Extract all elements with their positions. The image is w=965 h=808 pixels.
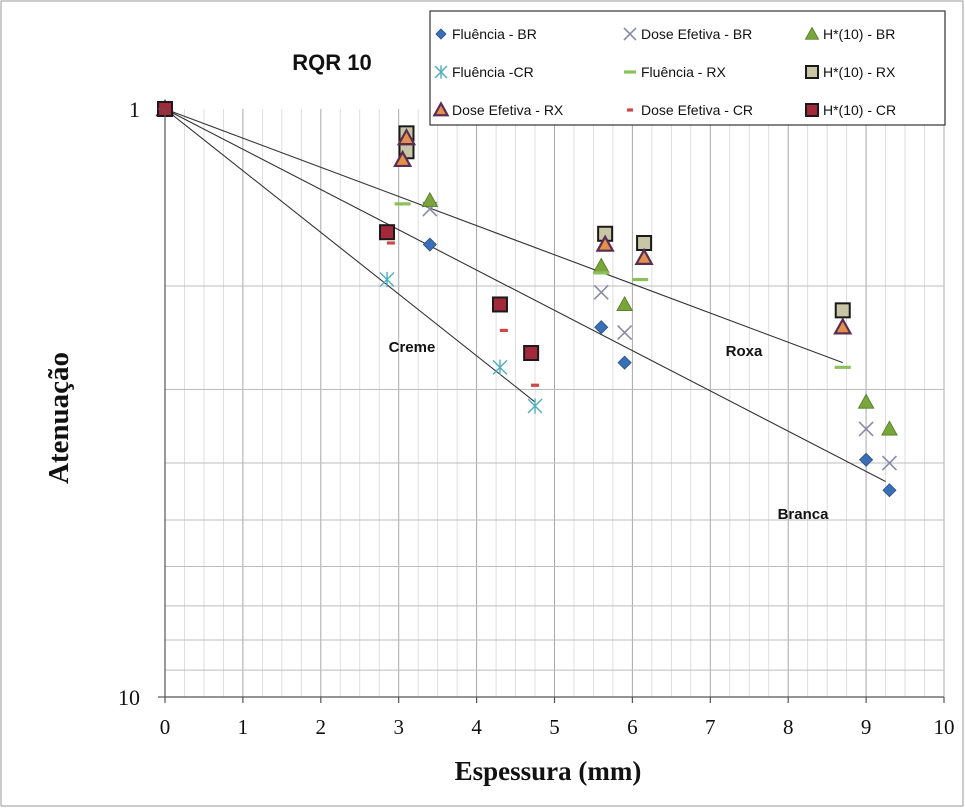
x-tick-label: 5 [549, 715, 560, 739]
x-tick-label: 10 [934, 715, 955, 739]
point-flu-ncia-cr [492, 359, 508, 376]
x-tick-label: 1 [238, 715, 249, 739]
trendline-label-creme: Creme [389, 339, 436, 356]
y-tick-label: 10 [118, 685, 140, 710]
point-dose-efetiva-cr [386, 241, 395, 245]
point-dose-efetiva-rx [396, 127, 417, 146]
trendline-creme [164, 108, 536, 403]
point-h-10-br [616, 295, 633, 312]
legend-label-h-10-br: H*(10) - BR [823, 26, 895, 42]
trendline-label-roxa: Roxa [726, 343, 763, 360]
point-flu-ncia-rx [834, 365, 851, 369]
point-h-10-br [421, 191, 439, 207]
legend-label-h-10-cr: H*(10) - CR [823, 102, 896, 118]
point-flu-ncia-br [617, 355, 632, 370]
point-h-10-cr [523, 345, 540, 362]
point-h-10-cr [379, 224, 396, 241]
legend-marker-flu-ncia-cr [434, 65, 448, 79]
point-flu-ncia-br [422, 237, 437, 252]
point-flu-ncia-br [882, 483, 897, 498]
x-tick-label: 8 [783, 715, 794, 739]
point-dose-efetiva-br [858, 421, 874, 437]
legend-label-dose-efetiva-cr: Dose Efetiva - CR [641, 102, 753, 118]
data-points [155, 99, 898, 498]
point-flu-ncia-rx [632, 277, 649, 282]
point-dose-efetiva-cr [531, 383, 540, 387]
legend-marker-flu-ncia-rx [624, 70, 636, 74]
legend-marker-h-10-cr [805, 103, 819, 117]
point-flu-ncia-br [594, 320, 609, 335]
point-dose-efetiva-br [617, 324, 633, 341]
legend-label-h-10-rx: H*(10) - RX [823, 64, 896, 80]
legend-label-flu-ncia-rx: Fluência - RX [641, 64, 726, 80]
point-flu-ncia-cr [527, 398, 543, 414]
legend-marker-h-10-rx [805, 65, 819, 79]
point-h-10-br [881, 420, 898, 436]
axes: 0 1 2 3 4 5 6 7 8 9 10 1 10 [118, 97, 955, 739]
point-dose-efetiva-br [881, 455, 898, 471]
point-flu-ncia-cr [379, 271, 395, 288]
trendlines [164, 108, 886, 482]
legend-label-flu-ncia-br: Fluência - BR [452, 26, 537, 42]
x-axis-title: Espessura (mm) [455, 756, 642, 786]
legend: Fluência - BR Dose Efetiva - BR H*(10) - B… [429, 10, 946, 126]
point-dose-efetiva-br [593, 284, 609, 300]
legend-label-flu-ncia-cr: Fluência -CR [452, 64, 534, 80]
trendline-branca [164, 108, 886, 482]
trendline-label-branca: Branca [778, 506, 830, 523]
x-tick-label: 9 [861, 715, 872, 739]
legend-label-dose-efetiva-rx: Dose Efetiva - RX [452, 102, 564, 118]
legend-marker-flu-ncia-br [435, 28, 447, 40]
x-tick-label: 6 [627, 715, 638, 739]
x-tick-label: 0 [160, 715, 171, 739]
point-dose-efetiva-rx [833, 317, 853, 335]
legend-box [429, 10, 946, 126]
y-tick-label: 1 [129, 97, 140, 122]
x-tick-label: 2 [316, 715, 327, 739]
legend-marker-dose-efetiva-rx [432, 101, 450, 117]
x-tick-label: 7 [705, 715, 716, 739]
trendline-roxa [164, 108, 843, 364]
point-h-10-rx [834, 302, 851, 319]
point-flu-ncia-rx [394, 202, 411, 206]
legend-marker-dose-efetiva-cr [627, 108, 633, 112]
point-flu-ncia-br [859, 452, 874, 467]
point-flu-ncia-rx [593, 271, 610, 275]
legend-marker-dose-efetiva-br [623, 27, 637, 41]
point-h-10-cr [491, 296, 508, 313]
chart-title: RQR 10 [292, 50, 371, 75]
x-tick-label: 3 [393, 715, 404, 739]
point-dose-efetiva-rx [393, 149, 413, 168]
legend-marker-h-10-br [804, 26, 820, 40]
legend-label-dose-efetiva-br: Dose Efetiva - BR [641, 26, 752, 42]
y-axis-title: Atenuação [43, 352, 75, 484]
x-tick-label: 4 [471, 715, 482, 739]
point-h-10-br [857, 393, 875, 409]
grid [164, 109, 945, 697]
point-dose-efetiva-cr [499, 328, 508, 333]
point-dose-efetiva-rx [634, 247, 654, 265]
point-dose-efetiva-rx [595, 234, 615, 252]
